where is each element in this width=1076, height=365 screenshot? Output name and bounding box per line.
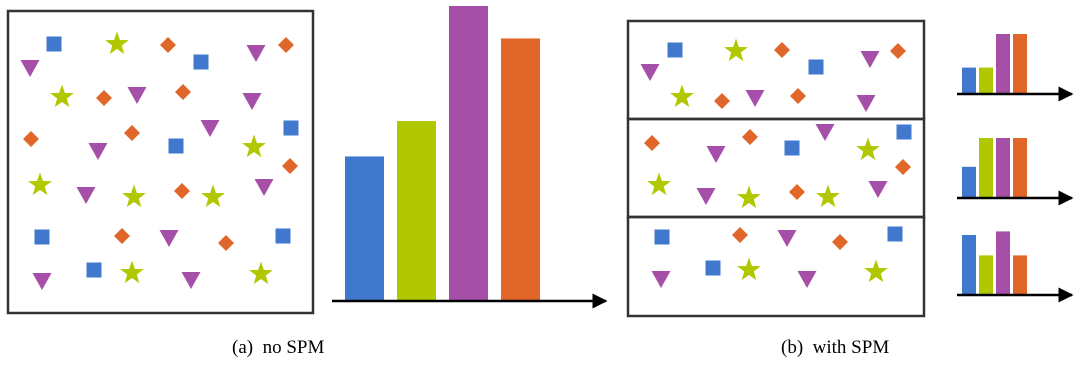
diamond-icon bbox=[218, 235, 234, 251]
triangle-icon bbox=[76, 187, 96, 204]
square-icon bbox=[275, 228, 291, 244]
star-icon bbox=[122, 184, 146, 208]
star-icon bbox=[670, 84, 694, 108]
star-icon bbox=[28, 172, 52, 196]
square-icon bbox=[46, 36, 62, 52]
image-frame bbox=[6, 9, 315, 315]
square-icon bbox=[808, 59, 824, 75]
triangle-icon bbox=[815, 124, 835, 141]
region-top-bar bbox=[979, 67, 993, 94]
star-icon bbox=[856, 137, 880, 161]
triangle-icon bbox=[745, 90, 765, 107]
triangle-icon bbox=[777, 230, 797, 247]
triangle-icon bbox=[88, 143, 108, 160]
diamond-icon bbox=[644, 135, 660, 151]
caption-no-spm: (a) no SPM bbox=[232, 337, 325, 358]
region-frame-middle bbox=[626, 117, 926, 219]
region-middle-bar bbox=[962, 166, 976, 198]
region-bottom-bar bbox=[979, 255, 993, 295]
region-top-bar bbox=[962, 67, 976, 94]
star-icon bbox=[816, 184, 840, 208]
diamond-icon bbox=[890, 43, 906, 59]
diamond-icon bbox=[714, 93, 730, 109]
region-bottom-bar bbox=[962, 235, 976, 295]
triangle-icon bbox=[856, 95, 876, 112]
square-icon bbox=[887, 226, 903, 242]
star-icon bbox=[737, 185, 761, 209]
diamond-icon bbox=[832, 234, 848, 250]
star-icon bbox=[249, 261, 273, 285]
diamond-icon bbox=[174, 183, 190, 199]
triangle-icon bbox=[127, 87, 147, 104]
triangle-icon bbox=[246, 45, 266, 62]
region-middle-bar bbox=[1013, 138, 1027, 198]
diamond-icon bbox=[895, 159, 911, 175]
triangle-icon bbox=[868, 181, 888, 198]
square-icon bbox=[705, 260, 721, 276]
triangle-icon bbox=[797, 271, 817, 288]
square-icon bbox=[654, 229, 670, 245]
diamond-icon bbox=[124, 125, 140, 141]
panel-b-histograms bbox=[957, 34, 1074, 303]
diamond-icon bbox=[282, 158, 298, 174]
triangle-icon bbox=[242, 93, 262, 110]
triangle-icon bbox=[32, 273, 52, 290]
star-icon bbox=[724, 38, 748, 62]
diamond-icon bbox=[774, 42, 790, 58]
panel-b-image bbox=[626, 19, 926, 318]
star-icon bbox=[120, 260, 144, 284]
triangle-icon bbox=[200, 120, 220, 137]
star-icon bbox=[647, 172, 671, 196]
square-icon bbox=[667, 42, 683, 58]
region-frame-bottom bbox=[626, 215, 926, 318]
region-top-bar bbox=[996, 34, 1010, 94]
diamond-icon bbox=[175, 84, 191, 100]
square-icon bbox=[86, 262, 102, 278]
region-middle-bar bbox=[996, 138, 1010, 198]
region-frame-top bbox=[626, 19, 926, 121]
caption-with-spm: (b) with SPM bbox=[781, 337, 890, 358]
square-icon bbox=[896, 124, 912, 140]
triangle-icon bbox=[860, 51, 880, 68]
histogram-bar-triangle bbox=[449, 6, 488, 301]
diamond-icon bbox=[278, 37, 294, 53]
region-bottom-bar bbox=[1013, 255, 1027, 295]
square-icon bbox=[784, 140, 800, 156]
diamond-icon bbox=[732, 227, 748, 243]
panel-a-histogram bbox=[332, 6, 608, 309]
star-icon bbox=[50, 84, 74, 108]
star-icon bbox=[201, 184, 225, 208]
triangle-icon bbox=[706, 146, 726, 163]
square-icon bbox=[34, 229, 50, 245]
histogram-bar-star bbox=[397, 121, 436, 301]
diamond-icon bbox=[160, 37, 176, 53]
triangle-icon bbox=[20, 60, 40, 77]
square-icon bbox=[168, 138, 184, 154]
triangle-icon bbox=[181, 272, 201, 289]
triangle-icon bbox=[696, 188, 716, 205]
histogram-bar-diamond bbox=[501, 38, 540, 301]
star-icon bbox=[737, 257, 761, 281]
region-top-bar bbox=[1013, 34, 1027, 94]
triangle-icon bbox=[651, 271, 671, 288]
star-icon bbox=[864, 259, 888, 283]
diamond-icon bbox=[789, 184, 805, 200]
panel-a-image bbox=[6, 9, 315, 315]
triangle-icon bbox=[254, 179, 274, 196]
diamond-icon bbox=[114, 228, 130, 244]
region-bottom-bar bbox=[996, 231, 1010, 295]
triangle-icon bbox=[640, 64, 660, 81]
histogram-bar-square bbox=[345, 156, 384, 301]
region-middle-bar bbox=[979, 138, 993, 198]
star-icon bbox=[105, 31, 129, 55]
triangle-icon bbox=[159, 230, 179, 247]
diamond-icon bbox=[96, 90, 112, 106]
star-icon bbox=[242, 134, 266, 158]
diamond-icon bbox=[23, 131, 39, 147]
diamond-icon bbox=[790, 88, 806, 104]
diamond-icon bbox=[742, 129, 758, 145]
square-icon bbox=[283, 120, 299, 136]
square-icon bbox=[193, 54, 209, 70]
